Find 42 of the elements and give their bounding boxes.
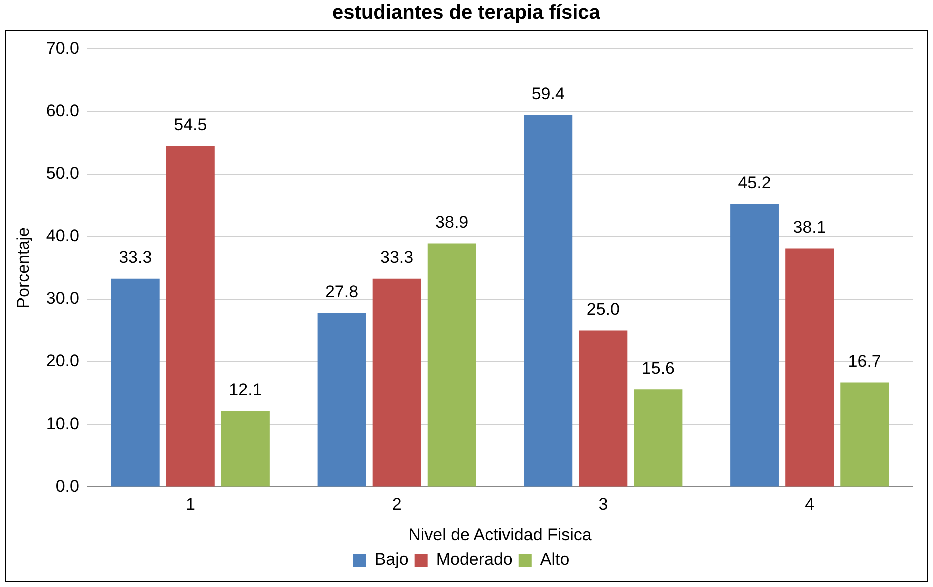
data-label: 38.9: [436, 212, 469, 232]
bar: [428, 244, 476, 487]
data-label: 33.3: [380, 248, 414, 268]
y-tick-label: 50.0: [46, 164, 80, 184]
x-axis-title: Nivel de Actividad Fisica: [408, 525, 592, 544]
data-label: 12.1: [229, 380, 262, 400]
x-tick-label: 2: [392, 495, 402, 514]
y-tick-label: 60.0: [46, 101, 80, 120]
data-label: 16.7: [848, 352, 882, 371]
bar: [579, 330, 628, 487]
bar: [730, 204, 779, 487]
legend-label: Moderado: [436, 550, 513, 570]
data-label: 54.5: [174, 115, 208, 134]
bar: [524, 116, 573, 487]
data-label: 27.8: [325, 282, 359, 302]
y-axis-title: Porcentaje: [14, 228, 33, 309]
legend-label: Bajo: [374, 550, 409, 570]
bar: [166, 146, 215, 487]
data-label: 45.2: [738, 174, 772, 193]
chart-title: estudiantes de terapia física: [332, 2, 602, 25]
x-tick-label: 4: [805, 495, 815, 514]
data-label: 33.3: [119, 248, 152, 268]
data-label: 38.1: [793, 218, 826, 237]
y-tick-label: 40.0: [46, 226, 80, 246]
bar: [318, 313, 366, 487]
y-tick-label: 20.0: [46, 352, 80, 371]
data-label: 25.0: [586, 300, 620, 319]
data-label: 15.6: [642, 358, 676, 378]
x-tick-label: 1: [186, 495, 196, 514]
y-tick-label: 30.0: [46, 289, 80, 308]
y-tick-label: 10.0: [46, 414, 80, 434]
bar: [786, 248, 834, 487]
bar: [221, 411, 270, 487]
bar: [111, 278, 160, 487]
y-tick-label: 70.0: [46, 38, 80, 58]
bar: [634, 390, 683, 487]
x-tick-label: 3: [598, 495, 608, 514]
bar: [840, 382, 890, 487]
bar: [372, 278, 422, 487]
legend-label: Alto: [540, 550, 570, 570]
y-tick-label: 0.0: [56, 476, 80, 496]
data-label: 59.4: [532, 84, 565, 104]
